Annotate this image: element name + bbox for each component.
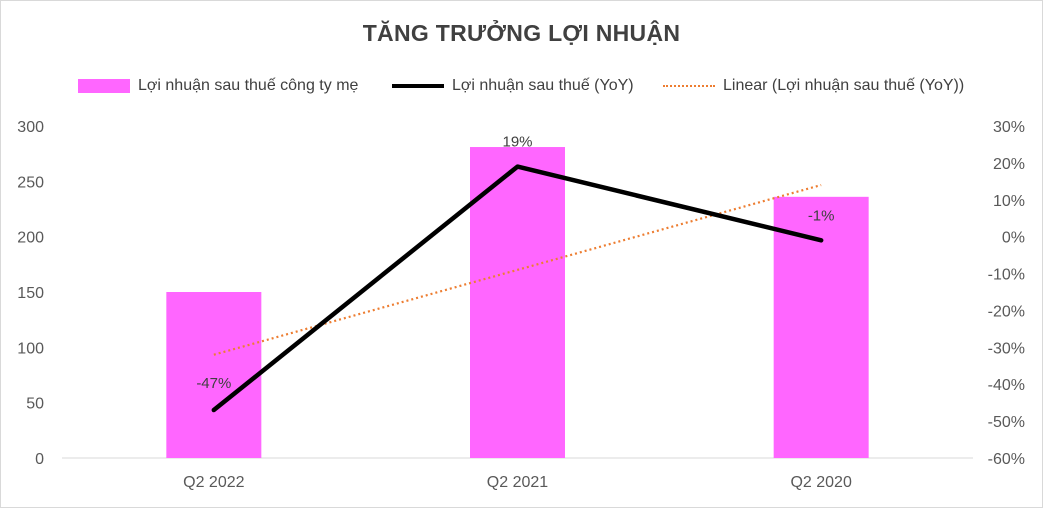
y-right-tick-label: 20% [993, 156, 1025, 173]
y-left-tick-label: 150 [17, 285, 44, 302]
y-left-tick-label: 0 [35, 451, 44, 468]
legend-swatch-trendline [663, 85, 715, 87]
x-tick-label: Q2 2022 [183, 474, 244, 491]
legend-swatch-bar [78, 79, 130, 93]
y-right-tick-label: -10% [988, 267, 1025, 284]
y-right-tick-label: -20% [988, 303, 1025, 320]
y-left-tick-label: 200 [17, 230, 44, 247]
y-right-tick-label: -50% [988, 414, 1025, 431]
y-right-tick-label: 30% [993, 119, 1025, 136]
y-left-tick-label: 50 [26, 396, 44, 413]
y-right-tick-label: -30% [988, 340, 1025, 357]
y-right-tick-label: 10% [993, 193, 1025, 210]
legend-label-profit: Lợi nhuận sau thuế công ty mẹ [138, 77, 359, 94]
legend-label-trendline: Linear (Lợi nhuận sau thuế (YoY)) [723, 77, 965, 94]
yoy-data-label: -47% [196, 375, 231, 392]
x-tick-label: Q2 2020 [790, 474, 851, 491]
y-left-tick-label: 300 [17, 119, 44, 136]
y-right-tick-label: 0% [1002, 230, 1025, 247]
y-left-tick-label: 100 [17, 340, 44, 357]
y-right-tick-label: -40% [988, 377, 1025, 394]
bar-0 [166, 292, 262, 458]
bar-1 [470, 147, 565, 458]
chart-title: TĂNG TRƯỞNG LỢI NHUẬN [362, 20, 681, 46]
yoy-data-label: 19% [502, 134, 532, 151]
legend-swatch-line [392, 84, 444, 88]
legend-item-trendline: Linear (Lợi nhuận sau thuế (YoY)) [663, 75, 964, 97]
yoy-data-label: -1% [808, 207, 835, 224]
bar-2 [773, 196, 869, 458]
chart-legend: Lợi nhuận sau thuế công ty mẹ Lợi nhuận … [0, 75, 1043, 97]
y-right-tick-label: -60% [988, 451, 1025, 468]
legend-item-profit-bars: Lợi nhuận sau thuế công ty mẹ [78, 75, 358, 97]
legend-item-yoy-line: Lợi nhuận sau thuế (YoY) [392, 75, 634, 97]
y-left-tick-label: 250 [17, 174, 44, 191]
legend-label-yoy: Lợi nhuận sau thuế (YoY) [452, 77, 634, 94]
x-tick-label: Q2 2021 [487, 474, 548, 491]
